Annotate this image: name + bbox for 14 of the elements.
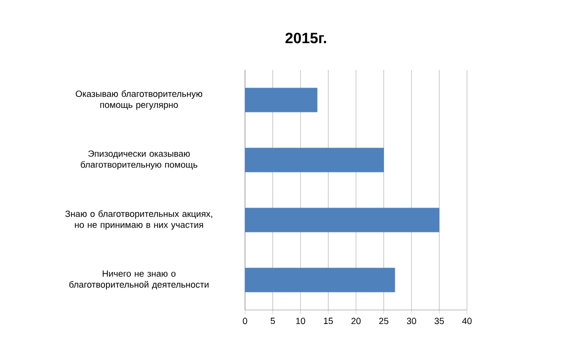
x-tick-label: 10 xyxy=(296,318,306,324)
y-tick-label: Ничего не знаю о благотворительной деятельности xyxy=(69,270,208,290)
x-tick-label: 35 xyxy=(434,318,444,324)
x-tick-label: 5 xyxy=(270,318,275,324)
y-tick-label: Эпизодически оказываю благотворительную помощь xyxy=(80,150,198,170)
x-tick-label: 15 xyxy=(324,318,333,324)
x-tick-label: 25 xyxy=(379,318,388,324)
x-tick-label: 40 xyxy=(462,318,472,324)
x-tick-label: 20 xyxy=(351,318,361,324)
chart-title: 2015г. xyxy=(285,32,326,44)
x-tick-label: 30 xyxy=(406,318,416,324)
x-tick-label: 0 xyxy=(242,318,248,324)
y-tick-label: Знаю о благотворительных акциях, но не принимаю в них участия xyxy=(65,210,212,230)
y-tick-label: Оказываю благотворительную помощь регулярно xyxy=(76,90,202,110)
